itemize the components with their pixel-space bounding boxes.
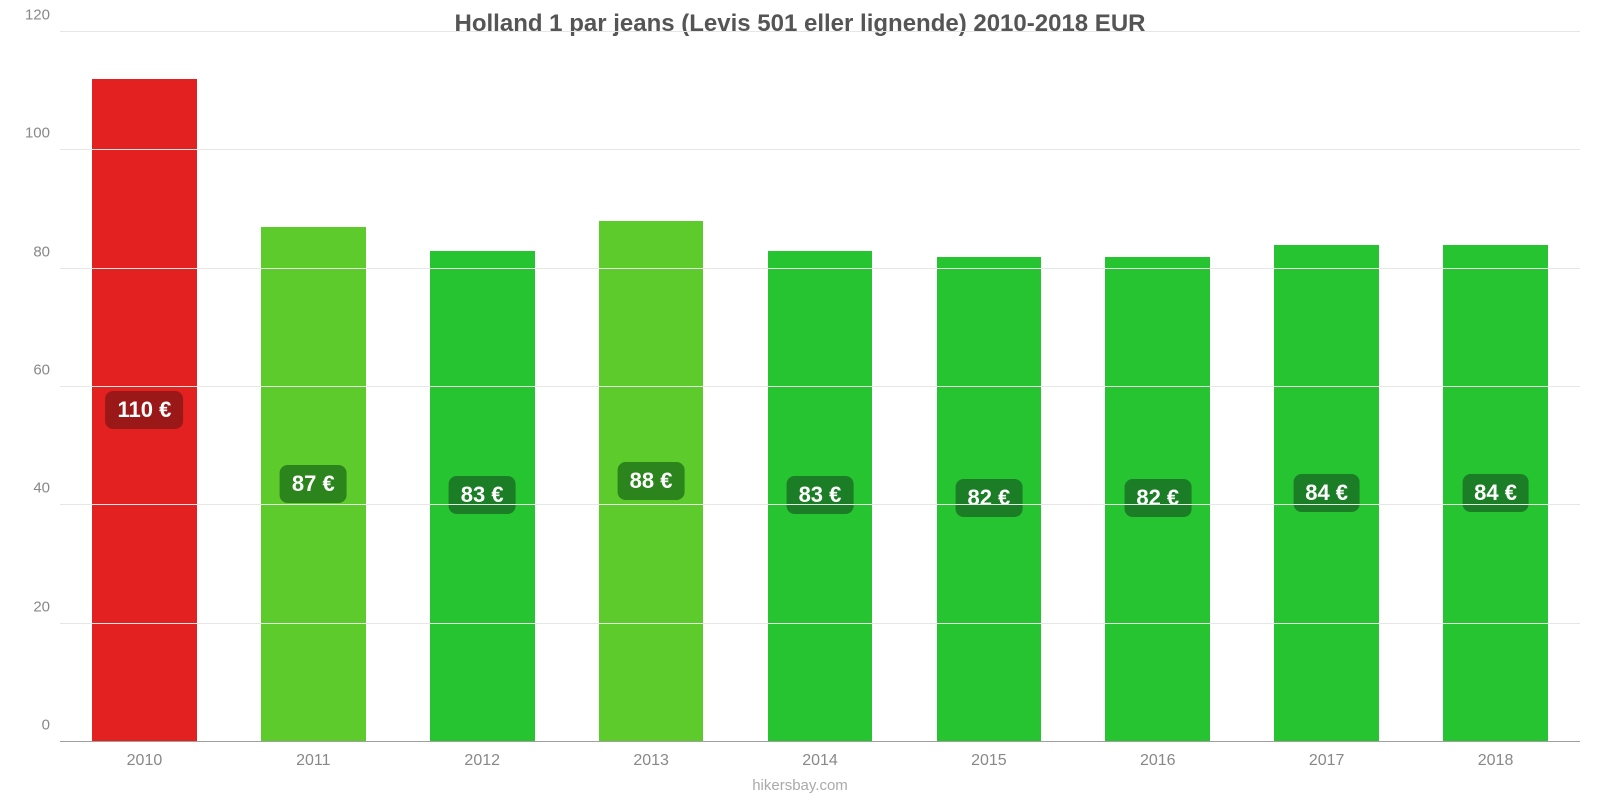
x-tick-label: 2016 <box>1140 742 1176 770</box>
bar: 87 € <box>261 227 366 742</box>
y-tick-label: 120 <box>25 7 60 24</box>
bar: 82 € <box>937 257 1042 742</box>
bar: 84 € <box>1443 245 1548 742</box>
y-tick-label: 60 <box>33 362 60 379</box>
y-tick-label: 80 <box>33 243 60 260</box>
grid-line <box>60 31 1580 32</box>
bar-value-label: 84 € <box>1462 474 1529 512</box>
bar: 83 € <box>430 251 535 742</box>
bar-value-label: 83 € <box>787 476 854 514</box>
bar-value-label: 88 € <box>618 462 685 500</box>
x-tick-label: 2018 <box>1478 742 1514 770</box>
bars-layer: 110 € 87 € 83 € 88 € 83 € 82 € 82 € 84 € 84 € <box>60 32 1580 742</box>
bar-value-label: 82 € <box>1124 479 1191 517</box>
bar: 83 € <box>768 251 873 742</box>
x-tick-label: 2011 <box>296 742 330 770</box>
bar: 82 € <box>1105 257 1210 742</box>
y-tick-label: 40 <box>33 480 60 497</box>
x-tick-label: 2010 <box>127 742 163 770</box>
attribution-text: hikersbay.com <box>0 777 1600 794</box>
grid-line <box>60 504 1580 505</box>
bar-value-label: 110 € <box>106 391 184 429</box>
bar-value-label: 87 € <box>280 465 347 503</box>
x-tick-label: 2014 <box>802 742 838 770</box>
jeans-price-chart: Holland 1 par jeans (Levis 501 eller lig… <box>0 0 1600 800</box>
grid-line <box>60 386 1580 387</box>
bar-value-label: 82 € <box>955 479 1022 517</box>
plot-area: 110 €87 €83 €88 €83 €82 €82 €84 €84 € 02… <box>60 32 1580 742</box>
bar-value-label: 84 € <box>1293 474 1360 512</box>
bar: 110 € <box>92 79 197 742</box>
bar: 84 € <box>1274 245 1379 742</box>
grid-line <box>60 268 1580 269</box>
x-tick-label: 2012 <box>464 742 500 770</box>
y-tick-label: 20 <box>33 598 60 615</box>
bar: 88 € <box>599 221 704 742</box>
x-tick-label: 2017 <box>1309 742 1345 770</box>
grid-line <box>60 149 1580 150</box>
grid-line <box>60 623 1580 624</box>
y-tick-label: 100 <box>25 125 60 142</box>
x-tick-label: 2013 <box>633 742 669 770</box>
bar-value-label: 83 € <box>449 476 516 514</box>
y-tick-label: 0 <box>42 717 60 734</box>
x-tick-label: 2015 <box>971 742 1007 770</box>
